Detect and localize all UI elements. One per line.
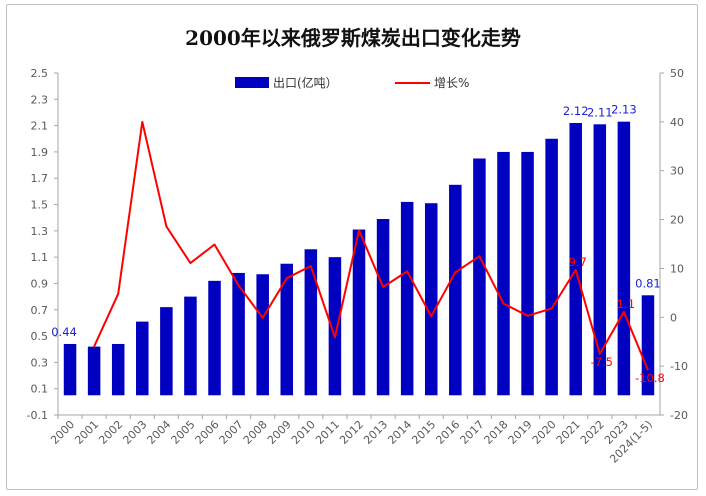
bar-data-label: 0.81 bbox=[635, 276, 661, 290]
right-tick-label: 30 bbox=[670, 165, 684, 178]
legend-swatch-bars bbox=[235, 77, 269, 88]
bar bbox=[160, 307, 173, 396]
bar-data-label: 2.13 bbox=[611, 103, 637, 117]
category-tick-label: 2000 bbox=[48, 418, 77, 447]
line-data-label: 9.7 bbox=[569, 255, 587, 269]
category-tick-label: 2022 bbox=[578, 418, 607, 447]
bar bbox=[304, 249, 318, 396]
right-tick-label: 20 bbox=[670, 214, 684, 227]
bar bbox=[569, 122, 582, 396]
category-tick-label: 2013 bbox=[361, 418, 390, 447]
legend-label-line: 增长% bbox=[434, 76, 469, 90]
line-data-label: -7.5 bbox=[591, 355, 613, 369]
bar bbox=[328, 257, 342, 396]
bar bbox=[593, 124, 607, 396]
right-tick-label: -10 bbox=[670, 360, 688, 373]
left-tick-label: 1.7 bbox=[31, 172, 49, 185]
left-tick-label: 2.5 bbox=[31, 67, 49, 80]
category-tick-label: 2016 bbox=[433, 418, 462, 447]
category-tick-label: 2004 bbox=[144, 418, 173, 447]
bar bbox=[449, 184, 462, 396]
category-tick-label: 2001 bbox=[72, 418, 101, 447]
line-data-label: -10.8 bbox=[635, 371, 665, 385]
left-tick-label: 2.3 bbox=[31, 93, 49, 106]
category-tick-label: 2012 bbox=[337, 418, 366, 447]
category-tick-label: 2017 bbox=[458, 418, 487, 447]
right-tick-label: 50 bbox=[670, 67, 684, 80]
bar bbox=[63, 343, 77, 396]
left-tick-label: 2.1 bbox=[31, 120, 49, 133]
line-series bbox=[93, 120, 649, 371]
legend: 出口(亿吨） 增长% bbox=[235, 75, 469, 90]
bar bbox=[641, 295, 655, 396]
left-tick-label: 0.9 bbox=[31, 277, 49, 290]
bar bbox=[376, 219, 390, 396]
bar bbox=[473, 158, 486, 396]
bar bbox=[521, 151, 534, 396]
bar bbox=[184, 296, 197, 396]
bar bbox=[400, 201, 414, 396]
category-tick-label: 2021 bbox=[554, 418, 583, 447]
right-tick-label: 10 bbox=[670, 262, 684, 275]
line-data-label: 1.1 bbox=[617, 297, 635, 311]
category-tick-label: 2015 bbox=[409, 418, 438, 447]
bar-series bbox=[63, 121, 655, 396]
left-tick-label: 0.3 bbox=[31, 356, 49, 369]
category-tick-label: 2020 bbox=[530, 418, 559, 447]
left-tick-label: 1.5 bbox=[31, 199, 49, 212]
bar bbox=[617, 121, 631, 396]
left-tick-label: 1.9 bbox=[31, 146, 49, 159]
bar-data-label: 2.12 bbox=[563, 104, 589, 118]
right-tick-label: 0 bbox=[670, 311, 677, 324]
right-tick-label: 40 bbox=[670, 116, 684, 129]
category-tick-label: 2009 bbox=[265, 418, 294, 447]
category-tick-label: 2006 bbox=[193, 418, 222, 447]
left-tick-label: 0.1 bbox=[31, 383, 49, 396]
bar-data-label: 2.11 bbox=[587, 105, 613, 119]
left-tick-label: -0.1 bbox=[27, 409, 48, 422]
category-tick-label: 2007 bbox=[217, 418, 246, 447]
bar bbox=[545, 138, 558, 396]
category-tick-label: 2002 bbox=[96, 418, 125, 447]
bar bbox=[424, 203, 438, 396]
bar bbox=[280, 263, 294, 396]
category-tick-label: 2018 bbox=[482, 418, 511, 447]
bar bbox=[87, 346, 101, 396]
category-tick-label: 2003 bbox=[120, 418, 149, 447]
category-tick-label: 2010 bbox=[289, 418, 318, 447]
category-tick-label: 2014 bbox=[385, 418, 414, 447]
left-tick-label: 0.5 bbox=[31, 330, 49, 343]
data-labels: 0.44 2.122.112.13 0.81 9.7 -7.5 1.1 -10.8 bbox=[51, 103, 665, 385]
bar bbox=[256, 274, 269, 396]
category-tick-label: 2008 bbox=[241, 418, 270, 447]
chart-frame bbox=[6, 4, 698, 490]
left-tick-label: 0.7 bbox=[31, 304, 49, 317]
bar bbox=[136, 321, 149, 396]
bar bbox=[208, 280, 221, 396]
category-tick-label: 2005 bbox=[169, 418, 198, 447]
left-tick-label: 1.1 bbox=[31, 251, 49, 264]
bar bbox=[232, 272, 245, 396]
legend-label-bars: 出口(亿吨） bbox=[273, 75, 338, 90]
bar bbox=[352, 229, 366, 396]
left-tick-label: 1.3 bbox=[31, 225, 49, 238]
bar bbox=[497, 151, 510, 396]
chart-title: 2000年以来俄罗斯煤炭出口变化走势 bbox=[185, 26, 521, 50]
bar-data-label: 0.44 bbox=[51, 325, 77, 339]
category-tick-label: 2011 bbox=[313, 418, 342, 447]
growth-line bbox=[93, 120, 649, 371]
bar bbox=[111, 343, 125, 396]
category-tick-label: 2019 bbox=[506, 418, 535, 447]
right-tick-label: -20 bbox=[670, 409, 688, 422]
